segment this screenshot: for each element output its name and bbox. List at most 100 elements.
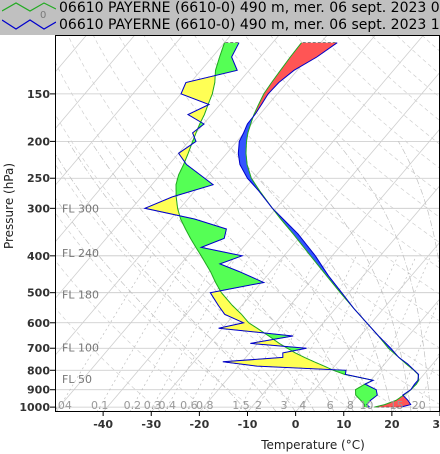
y-tick-label: 250 [27, 172, 50, 185]
mixing-ratio-line [364, 255, 432, 412]
mixing-ratio-label: 1.5 [232, 399, 250, 412]
y-tick-label: 400 [27, 250, 50, 263]
dry-adiabat-line [168, 35, 440, 295]
mixing-ratio-line [255, 255, 334, 412]
mixing-ratio-label: 0.3 [144, 399, 162, 412]
x-axis-ticks: -40 -30 -20 -10 0 10 20 30 [93, 412, 440, 431]
y-tick-label: 150 [27, 88, 50, 101]
mixing-ratio-line [129, 255, 219, 412]
x-tick-label: -40 [93, 418, 113, 431]
moist-adiabat-line [398, 141, 440, 272]
y-axis-title: Pressure (hPa) [2, 163, 16, 249]
y-tick-label: 900 [27, 384, 50, 397]
legend: 06610 PAYERNE (6610-0) 490 m, mer. 06 se… [0, 0, 440, 35]
mixing-ratio-line [238, 255, 318, 412]
mixing-ratio-line [327, 255, 399, 412]
isotherm-line [199, 128, 440, 412]
moist-adiabat-line [55, 196, 248, 412]
y-tick-label: 200 [27, 135, 50, 148]
dry-adiabat-line [55, 113, 356, 412]
mixing-ratio-label: 0.8 [196, 399, 214, 412]
mixing-ratio-line [281, 255, 357, 412]
x-tick-label: 10 [336, 418, 352, 431]
legend-label-run1: 06610 PAYERNE (6610-0) 490 m, mer. 06 se… [59, 0, 440, 16]
dry-adiabat-line [55, 307, 162, 412]
x-tick-label: 30 [432, 418, 440, 431]
x-tick-label: -30 [141, 418, 161, 431]
mixing-ratio-line [347, 255, 417, 412]
mixing-ratio-label: 20 [412, 399, 426, 412]
dry-adiabat-line [92, 35, 440, 377]
dry-adiabat-line [269, 35, 440, 194]
isotherm-line [150, 71, 440, 412]
legend-swatch-run2 [2, 19, 56, 30]
mixing-ratio-line [164, 255, 251, 412]
flight-level-labels: FL 300 FL 240 FL 180 FL 100 FL 50 [62, 202, 99, 386]
y-tick-label: 600 [27, 317, 50, 330]
mixing-ratio-label: 8 [347, 399, 354, 412]
flight-level-label: FL 180 [62, 289, 99, 302]
temperature-line-run2 [237, 42, 420, 408]
isotherm-grid [55, 35, 440, 412]
flight-level-label: FL 240 [62, 247, 99, 260]
mixing-ratio-line [56, 255, 152, 412]
legend-swatch-run1 [2, 2, 56, 12]
legend-entry-run2: 06610 PAYERNE (6610-0) 490 m, mer. 06 se… [0, 17, 440, 34]
temperature-line-run1 [245, 42, 420, 408]
mixing-ratio-line [96, 255, 189, 412]
profile-lines [143, 42, 420, 408]
x-axis-title: Temperature (°C) [260, 438, 365, 452]
isotherm-line [102, 35, 425, 412]
mixing-ratio-label: 15 [390, 399, 404, 412]
isotherm-line [55, 35, 328, 357]
dry-adiabat-line [143, 35, 440, 322]
isotherm-line [55, 35, 136, 130]
dry-adiabat-line [244, 35, 440, 218]
y-tick-label: 800 [27, 364, 50, 377]
mixing-ratio-label: 0.6 [180, 399, 198, 412]
dry-adiabat-line [55, 61, 404, 412]
flight-level-label: FL 50 [62, 373, 92, 386]
flight-level-label: FL 300 [62, 202, 99, 215]
plot-area: FL 300 FL 240 FL 180 FL 100 FL 50 0.04 0.1 0.2… [47, 35, 440, 412]
mixing-ratio-label: 10 [359, 399, 373, 412]
dewpoint-line-run2 [143, 42, 378, 408]
isotherm-line [295, 241, 440, 412]
mixing-ratio-line [149, 255, 238, 412]
dewpoint-line-run1 [175, 42, 375, 408]
moist-adiabat-line [90, 141, 316, 412]
mixing-ratio-label: 2 [255, 399, 262, 412]
y-tick-label: 300 [27, 202, 50, 215]
dry-adiabat-line [193, 35, 440, 269]
y-tick-label: 500 [27, 287, 50, 300]
flight-level-label: FL 100 [62, 342, 99, 355]
mixing-ratio-line [185, 255, 271, 412]
dry-adiabat-line [55, 259, 210, 412]
mixing-ratio-label: 0.04 [47, 399, 72, 412]
dry-adiabat-line [118, 35, 440, 349]
mixing-ratio-grid [56, 255, 440, 412]
mixing-ratio-label: 6 [327, 399, 334, 412]
legend-label-run2: 06610 PAYERNE (6610-0) 490 m, mer. 06 se… [59, 17, 440, 33]
x-tick-label: 20 [384, 418, 400, 431]
y-tick-label: 700 [27, 342, 50, 355]
mixing-ratio-labels: 0.04 0.1 0.2 0.30.4 0.60.8 1.5 2 3 4 6 8 10 15 20 [47, 399, 426, 412]
mixing-ratio-label: 3 [280, 399, 287, 412]
moist-adiabat-line [55, 152, 277, 412]
mixing-ratio-label: 0.2 [124, 399, 142, 412]
mixing-ratio-label: 0.4 [159, 399, 177, 412]
x-tick-label: -10 [238, 418, 258, 431]
x-tick-label: -20 [189, 418, 209, 431]
mixing-ratio-label: 4 [299, 399, 306, 412]
moist-adiabat-line [336, 141, 431, 412]
mixing-ratio-line [300, 255, 374, 412]
legend-entry-run1: 06610 PAYERNE (6610-0) 490 m, mer. 06 se… [0, 0, 440, 17]
legend-corner-label: 0 [40, 10, 47, 21]
mixing-ratio-label: 0.1 [91, 399, 109, 412]
isotherm-line [343, 298, 440, 412]
isotherm-line [55, 35, 280, 300]
isotherm-line [55, 35, 376, 412]
x-tick-label: 0 [292, 418, 300, 431]
isotherm-line [55, 35, 184, 187]
